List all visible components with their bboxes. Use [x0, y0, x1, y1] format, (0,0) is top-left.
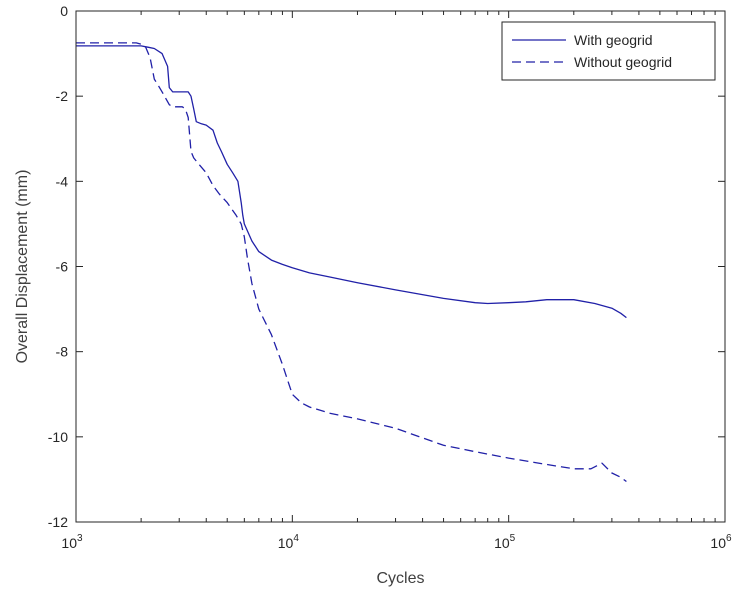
legend-label: With geogrid [574, 32, 653, 48]
y-tick-label: -8 [56, 344, 69, 360]
x-tick-label: 104 [278, 533, 300, 551]
y-tick-label: -12 [48, 514, 68, 530]
y-axis-label: Overall Displacement (mm) [14, 170, 31, 364]
y-tick-label: -6 [56, 259, 69, 275]
x-tick-label: 106 [710, 533, 732, 551]
plot-frame [75, 10, 726, 523]
legend-label: Without geogrid [574, 54, 672, 70]
y-tick-label: -4 [56, 173, 69, 189]
y-tick-label: -10 [48, 429, 68, 445]
x-tick-label: 103 [61, 533, 83, 551]
series-line-with-geogrid [76, 45, 627, 319]
legend: With geogrid Without geogrid [501, 21, 716, 81]
series-layer [76, 42, 627, 483]
series-line-without-geogrid [76, 42, 627, 483]
y-axis-ticks: 0 -2 -4 -6 -8 -10 -12 [48, 3, 725, 530]
legend-box [501, 21, 716, 81]
y-tick-label: 0 [60, 3, 68, 19]
x-tick-label: 105 [494, 533, 516, 551]
y-tick-label: -2 [56, 88, 69, 104]
x-axis-label: Cycles [376, 570, 424, 587]
